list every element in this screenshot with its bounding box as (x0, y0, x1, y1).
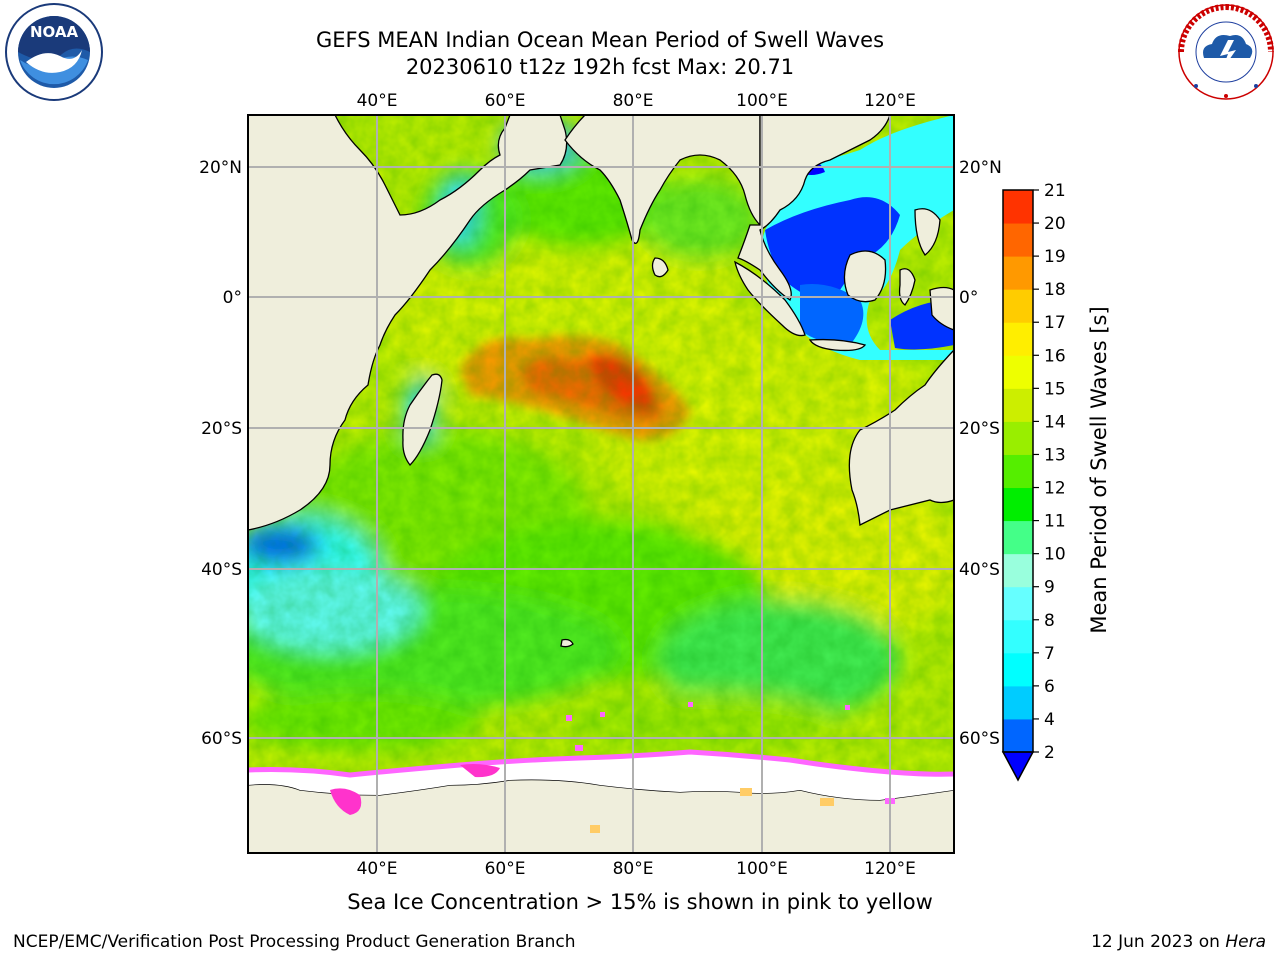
colorbar-tick-label: 12 (1044, 479, 1066, 499)
colorbar-tick-label: 10 (1044, 545, 1066, 565)
colorbar-segment (1003, 652, 1033, 687)
colorbar-tick-label: 4 (1044, 710, 1055, 730)
colorbar-tick-label: 15 (1044, 379, 1066, 399)
map-subtitle: 20230610 t12z 192h fcst Max: 20.71 (405, 55, 795, 79)
lat-tick-label: 40°S (201, 560, 242, 580)
lat-tick-label: 40°S (959, 560, 1000, 580)
lat-tick-label: 60°S (201, 729, 242, 749)
colorbar-segment (1003, 553, 1033, 588)
colorbar: 2 4 6 7 8 9 10 11 12 13 14 15 16 17 18 19 20 21 (1001, 181, 1066, 782)
colorbar-segment (1003, 256, 1033, 290)
colorbar-title: Mean Period of Swell Waves [s] (1087, 306, 1111, 633)
colorbar-segment (1003, 190, 1033, 224)
footer-date: 12 Jun 2023 on Hera (1091, 932, 1266, 952)
colorbar-segment (1003, 454, 1033, 489)
lon-tick-label: 100°E (736, 859, 788, 879)
footer-date-text: 12 Jun 2023 on (1091, 932, 1226, 952)
lon-tick-label: 40°E (357, 91, 398, 111)
lat-tick-label: 20°S (959, 419, 1000, 439)
map-title: GEFS MEAN Indian Ocean Mean Period of Sw… (315, 28, 885, 52)
colorbar-segment (1003, 355, 1033, 389)
lon-labels-bottom: 40°E 60°E 80°E 100°E 120°E (357, 859, 916, 879)
graticule (248, 115, 954, 853)
colorbar-tick-label: 13 (1044, 445, 1066, 465)
colorbar-segment (1003, 520, 1033, 555)
lon-tick-label: 120°E (864, 859, 916, 879)
lon-tick-label: 120°E (864, 91, 916, 111)
colorbar-tick-label: 19 (1044, 247, 1066, 267)
colorbar-tick-label: 18 (1044, 280, 1066, 300)
colorbar-segment (1003, 586, 1033, 621)
sea-ice-band (248, 702, 954, 833)
lon-tick-label: 80°E (613, 91, 654, 111)
colorbar-tick-label: 16 (1044, 346, 1066, 366)
colorbar-segment (1003, 718, 1033, 753)
colorbar-tick-label: 7 (1044, 644, 1055, 664)
colorbar-tick-label: 21 (1044, 181, 1066, 201)
colorbar-under-arrow (1001, 751, 1035, 782)
lat-tick-label: 20°N (199, 158, 242, 178)
noaa-logo-icon: NOAA (5, 3, 103, 101)
colorbar-segment (1003, 421, 1033, 455)
colorbar-segment (1003, 223, 1033, 257)
colorbar-segment (1003, 322, 1033, 356)
footer-host: Hera (1225, 932, 1266, 952)
colorbar-tick-label: 20 (1044, 214, 1066, 234)
lon-tick-label: 60°E (485, 91, 526, 111)
map-panel (248, 115, 954, 853)
colorbar-segment (1003, 685, 1033, 720)
lon-labels-top: 40°E 60°E 80°E 100°E 120°E (357, 91, 916, 111)
lat-tick-label: 0° (223, 288, 242, 308)
colorbar-tick-label: 9 (1044, 578, 1055, 598)
lat-tick-label: 20°N (959, 158, 1002, 178)
colorbar-tick-label: 2 (1044, 743, 1055, 763)
landmasses (248, 115, 954, 853)
colorbar-tick-label: 14 (1044, 412, 1066, 432)
lon-tick-label: 80°E (613, 859, 654, 879)
colorbar-tick-label: 17 (1044, 313, 1066, 333)
colorbar-tick-label: 11 (1044, 512, 1066, 532)
lat-labels-left: 20°N 0° 20°S 40°S 60°S (199, 158, 242, 749)
colorbar-frame (1002, 189, 1034, 753)
sea-ice-footnote: Sea Ice Concentration > 15% is shown in … (347, 890, 933, 914)
colorbar-segment (1003, 289, 1033, 323)
colorbar-segment (1003, 619, 1033, 654)
colorbar-tick-label: 6 (1044, 677, 1055, 697)
lat-tick-label: 20°S (201, 419, 242, 439)
footer-credit: NCEP/EMC/Verification Post Processing Pr… (13, 932, 576, 952)
lat-tick-label: 60°S (959, 729, 1000, 749)
lon-tick-label: 60°E (485, 859, 526, 879)
lat-tick-label: 0° (959, 288, 978, 308)
lon-tick-label: 100°E (736, 91, 788, 111)
noaa-logo-text: NOAA (30, 23, 79, 41)
map-border (247, 114, 955, 854)
maritime-region-field (760, 115, 954, 360)
colorbar-segment (1003, 487, 1033, 522)
colorbar-segment (1003, 388, 1033, 422)
colorbar-tick-label: 8 (1044, 611, 1055, 631)
lat-labels-right: 20°N 0° 20°S 40°S 60°S (959, 158, 1002, 749)
lon-tick-label: 40°E (357, 859, 398, 879)
nws-logo-icon (1178, 4, 1274, 100)
